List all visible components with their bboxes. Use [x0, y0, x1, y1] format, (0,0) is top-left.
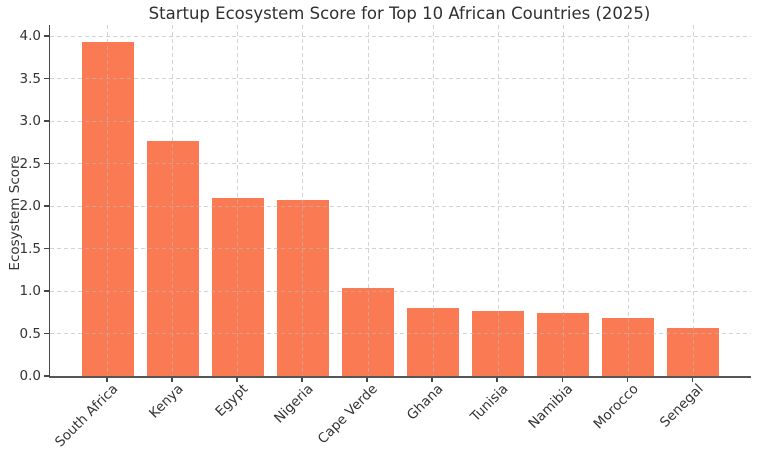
x-gridline	[562, 25, 564, 376]
y-tickmark	[44, 247, 49, 250]
chart-title: Startup Ecosystem Score for Top 10 Afric…	[148, 4, 651, 23]
x-gridline	[432, 25, 434, 376]
y-gridline	[50, 35, 751, 37]
x-gridline	[107, 25, 109, 376]
y-tickmark	[44, 77, 49, 80]
x-gridline	[302, 25, 304, 376]
x-tick-label-tunisia: Tunisia	[467, 381, 512, 425]
y-tick-label-1.5: 1.5	[19, 240, 41, 257]
x-tickmark	[301, 378, 303, 382]
x-tickmark	[431, 378, 433, 382]
y-gridline	[50, 205, 751, 207]
y-tick-label-3.5: 3.5	[19, 70, 41, 87]
y-tick-label-1.0: 1.0	[19, 283, 41, 299]
y-tick-label-0.0: 0.0	[19, 368, 41, 384]
y-gridline	[50, 78, 751, 80]
y-tickmark	[44, 35, 49, 37]
x-tick-label-cape-verde: Cape Verde	[315, 381, 382, 448]
x-gridline	[367, 25, 369, 376]
x-gridline	[172, 25, 174, 376]
y-tickmark	[44, 205, 49, 207]
y-tickmark	[44, 290, 49, 292]
y-gridline	[50, 120, 751, 122]
x-tickmark	[366, 378, 368, 382]
x-tick-label-senegal: Senegal	[656, 381, 707, 431]
x-gridline	[237, 25, 239, 376]
x-tick-label-egypt: Egypt	[212, 381, 252, 420]
y-tickmark	[44, 120, 49, 122]
x-tick-label-ghana: Ghana	[403, 381, 447, 424]
y-gridline	[50, 248, 751, 250]
y-gridline	[50, 333, 751, 334]
x-tickmark	[691, 378, 693, 382]
x-tickmark	[561, 378, 563, 382]
y-tickmark	[44, 332, 49, 335]
x-tickmark	[171, 378, 173, 382]
x-gridline	[627, 25, 629, 376]
y-gridline	[50, 163, 751, 165]
y-tick-label-2.0: 2.0	[19, 198, 41, 215]
x-gridline	[497, 25, 499, 376]
x-tick-label-morocco: Morocco	[590, 381, 642, 433]
x-tick-label-kenya: Kenya	[145, 381, 187, 422]
x-gridline	[692, 25, 694, 376]
x-tickmark	[236, 378, 238, 382]
y-tick-label-0.5: 0.5	[19, 325, 41, 342]
y-gridline	[50, 290, 751, 292]
y-tickmark	[44, 375, 49, 377]
x-tick-label-namibia: Namibia	[525, 381, 577, 432]
x-tick-label-south-africa: South Africa	[51, 381, 122, 451]
x-tickmark	[106, 378, 108, 382]
x-tickmark	[626, 378, 628, 382]
y-tick-label-2.5: 2.5	[19, 155, 41, 172]
y-tick-label-4.0: 4.0	[19, 28, 41, 45]
x-tick-label-nigeria: Nigeria	[270, 381, 317, 427]
y-tickmark	[44, 162, 49, 165]
plot-area	[49, 25, 751, 378]
y-tick-label-3.0: 3.0	[19, 113, 41, 130]
x-tickmark	[496, 378, 498, 382]
